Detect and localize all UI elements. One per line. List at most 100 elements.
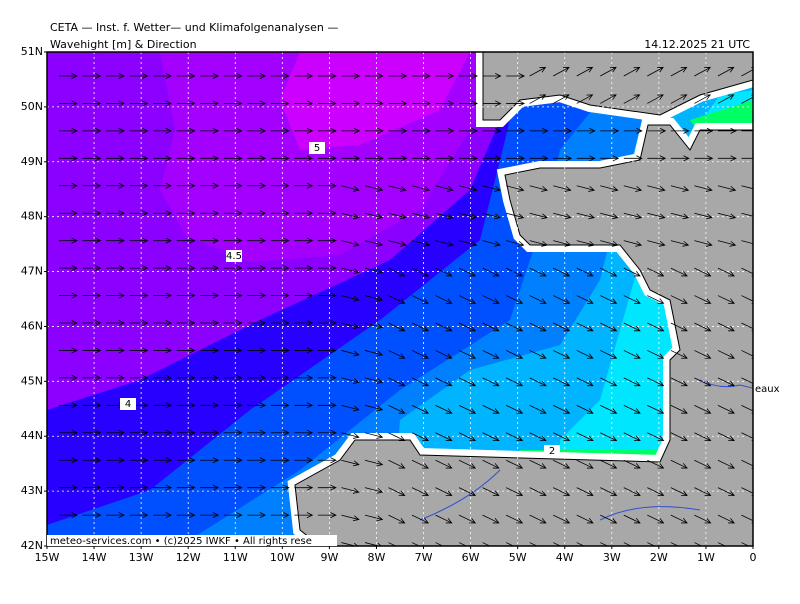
lon-label: 7W <box>415 551 433 564</box>
wave-arrow <box>153 429 173 436</box>
wave-arrow <box>388 459 406 469</box>
wave-arrow <box>341 73 361 79</box>
wave-arrow <box>717 155 737 162</box>
wave-arrow <box>317 127 337 134</box>
wave-arrow <box>505 267 524 277</box>
wave-arrow <box>317 484 337 491</box>
wave-arrow <box>694 432 712 442</box>
wave-arrow <box>741 322 753 332</box>
wave-arrow <box>341 295 360 302</box>
wave-arrow <box>670 377 688 387</box>
wave-arrow <box>364 432 384 439</box>
wave-arrow <box>59 100 78 107</box>
wave-arrow <box>270 320 290 326</box>
wave-arrow <box>294 127 314 134</box>
wave-arrow <box>553 94 570 104</box>
wave-arrow <box>741 94 753 104</box>
wave-arrow <box>670 514 688 524</box>
wave-arrow <box>576 185 596 192</box>
wave-arrow <box>317 457 337 464</box>
wave-arrow <box>717 322 735 332</box>
wave-arrow <box>458 322 477 332</box>
wave-arrow <box>576 212 596 220</box>
lat-label: 42N <box>21 539 43 552</box>
wave-arrow <box>247 127 267 134</box>
wave-arrow <box>153 347 173 354</box>
lat-label: 47N <box>21 265 43 278</box>
wave-arrow <box>176 512 196 519</box>
wave-arrow <box>223 320 243 326</box>
wave-arrow <box>270 265 290 272</box>
wave-arrow <box>247 292 267 299</box>
wave-arrow <box>153 210 173 217</box>
wave-arrow <box>482 514 500 524</box>
wave-arrow <box>247 402 267 409</box>
wave-arrow <box>553 322 571 332</box>
wave-arrow <box>670 155 690 162</box>
wave-arrow <box>647 514 665 524</box>
wave-arrow <box>270 484 290 491</box>
lon-label: 1W <box>697 551 715 564</box>
wave-arrow <box>505 514 524 524</box>
wave-arrow <box>647 127 667 134</box>
wave-arrow <box>270 155 290 162</box>
wave-arrow <box>435 295 453 304</box>
wave-arrow <box>129 210 149 217</box>
wave-arrow <box>200 320 220 326</box>
wave-arrow <box>576 404 594 414</box>
wave-arrow <box>153 182 173 189</box>
wave-arrow <box>741 542 750 546</box>
wave-arrow <box>411 240 431 247</box>
lon-label: 3W <box>603 551 621 564</box>
wave-arrow <box>153 100 173 107</box>
lon-label: 15W <box>35 551 60 564</box>
wave-arrow <box>106 429 125 436</box>
wave-arrow <box>59 127 78 134</box>
wave-arrow <box>223 265 243 272</box>
lat-label: 50N <box>21 100 43 113</box>
wave-arrow <box>458 267 477 277</box>
wave-arrow <box>482 267 500 277</box>
wave-arrow <box>200 292 220 299</box>
wave-arrow <box>317 320 337 326</box>
wave-arrow <box>623 514 641 524</box>
wave-arrow <box>176 374 196 381</box>
wave-arrow <box>647 212 666 220</box>
wave-arrow <box>482 487 500 496</box>
wave-arrow <box>59 347 78 354</box>
wave-arrow <box>176 127 196 134</box>
wave-arrow <box>106 457 125 464</box>
wave-arrow <box>553 377 571 387</box>
wave-arrow <box>529 212 548 220</box>
wave-arrow <box>717 267 735 277</box>
wave-arrow <box>106 484 125 491</box>
wave-arrow <box>153 374 173 381</box>
wave-arrow <box>106 182 125 189</box>
wave-arrow <box>294 512 314 519</box>
wave-arrow <box>505 350 524 359</box>
wave-arrow <box>411 542 426 546</box>
wave-arrow <box>59 155 78 162</box>
wave-arrow <box>153 457 173 464</box>
wave-arrow <box>506 212 525 220</box>
wave-arrow <box>129 374 149 381</box>
wave-arrow <box>459 127 478 134</box>
wave-arrow <box>200 100 220 107</box>
wave-arrow <box>576 514 594 524</box>
wave-arrow <box>388 73 408 79</box>
wave-arrow <box>411 514 430 524</box>
wave-arrow <box>364 212 384 220</box>
lon-label: 13W <box>129 551 154 564</box>
wave-arrow <box>364 73 384 79</box>
wave-arrow <box>341 459 360 467</box>
wave-arrow <box>529 240 548 247</box>
wave-arrow <box>247 429 267 436</box>
wave-arrow <box>317 292 337 299</box>
wave-arrow <box>59 182 78 189</box>
wave-arrow <box>670 267 688 277</box>
wave-arrow <box>317 182 337 189</box>
wave-arrow <box>223 484 243 491</box>
wave-arrow <box>600 212 619 220</box>
wave-arrow <box>694 377 712 387</box>
wave-arrow <box>59 402 78 409</box>
